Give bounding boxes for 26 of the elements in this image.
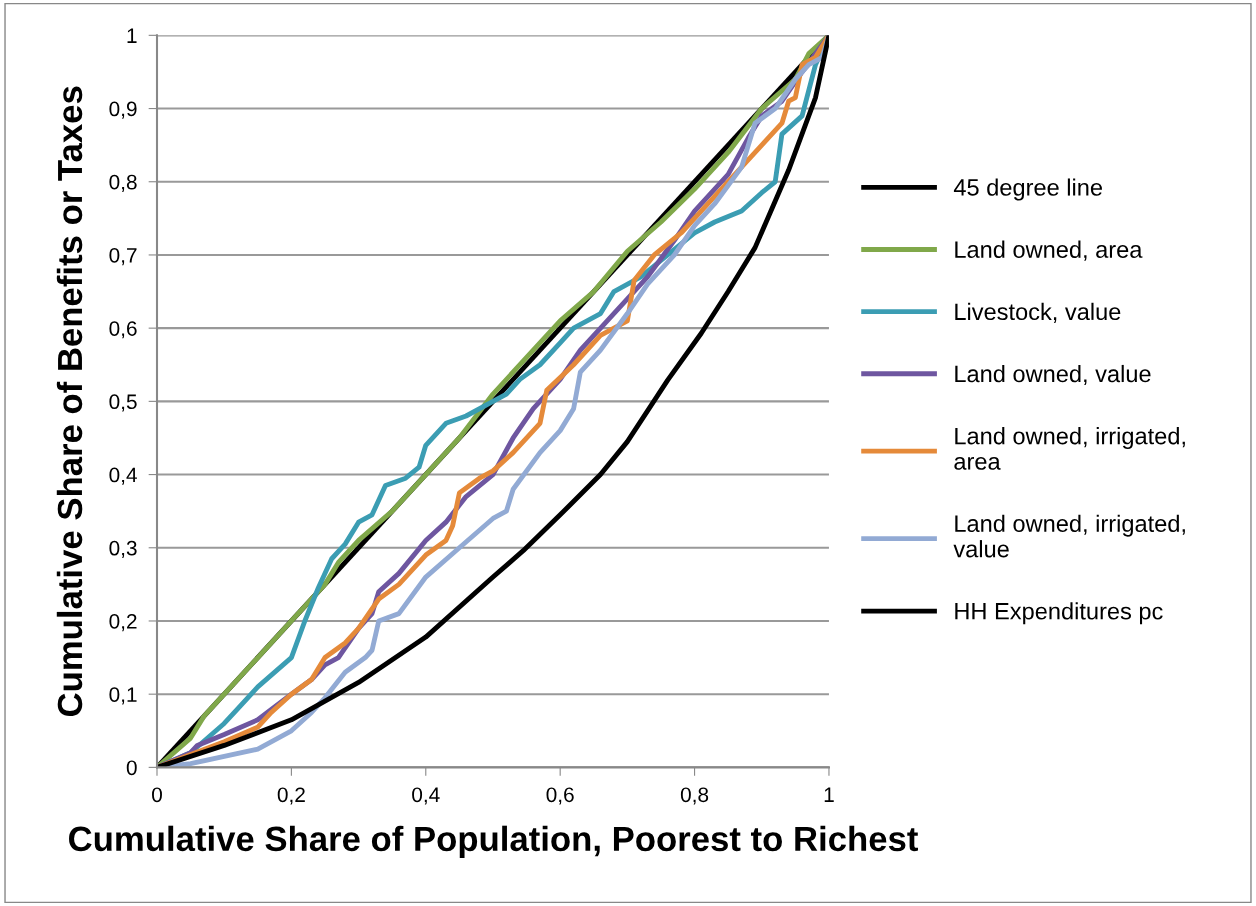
legend-label: Land owned, irrigated, area <box>954 427 1185 470</box>
x-tick-label: 0,4 <box>412 787 440 805</box>
y-tick-label: 0,1 <box>109 687 137 705</box>
y-tick-label: 0,7 <box>109 247 137 266</box>
y-tick-label: 1 <box>127 28 137 43</box>
y-tick-label: 0,6 <box>109 321 137 339</box>
x-tick-label: 0,8 <box>680 787 709 805</box>
legend-label: Livestock, value <box>955 302 1121 323</box>
y-tick-label: 0,9 <box>109 101 137 119</box>
x-tick-label: 0,6 <box>546 787 574 805</box>
y-tick-label: 0,5 <box>109 394 137 412</box>
y-tick-label: 0 <box>126 760 137 776</box>
x-axis-title: Cumulative Share of Population, Poorest to Richest <box>69 825 918 859</box>
y-axis-title: Cumulative Share of Benefits or Taxes <box>56 86 83 717</box>
y-tick-label: 0,4 <box>109 467 137 485</box>
legend-label: Land owned, irrigated, value <box>953 514 1185 558</box>
legend-label: Land owned, area <box>955 240 1143 261</box>
x-tick-label: 0,2 <box>277 787 305 805</box>
y-tick-label: 0,2 <box>109 613 137 632</box>
y-tick-label: 0,8 <box>109 174 137 192</box>
x-tick-label: 0 <box>152 787 162 803</box>
x-tick-label: 1 <box>824 787 834 802</box>
legend-label: 45 degree line <box>953 178 1102 201</box>
legend-label: HH Expenditures pc <box>955 602 1163 625</box>
y-tick-label: 0,3 <box>109 540 137 558</box>
legend-label: Land owned, value <box>955 364 1151 386</box>
